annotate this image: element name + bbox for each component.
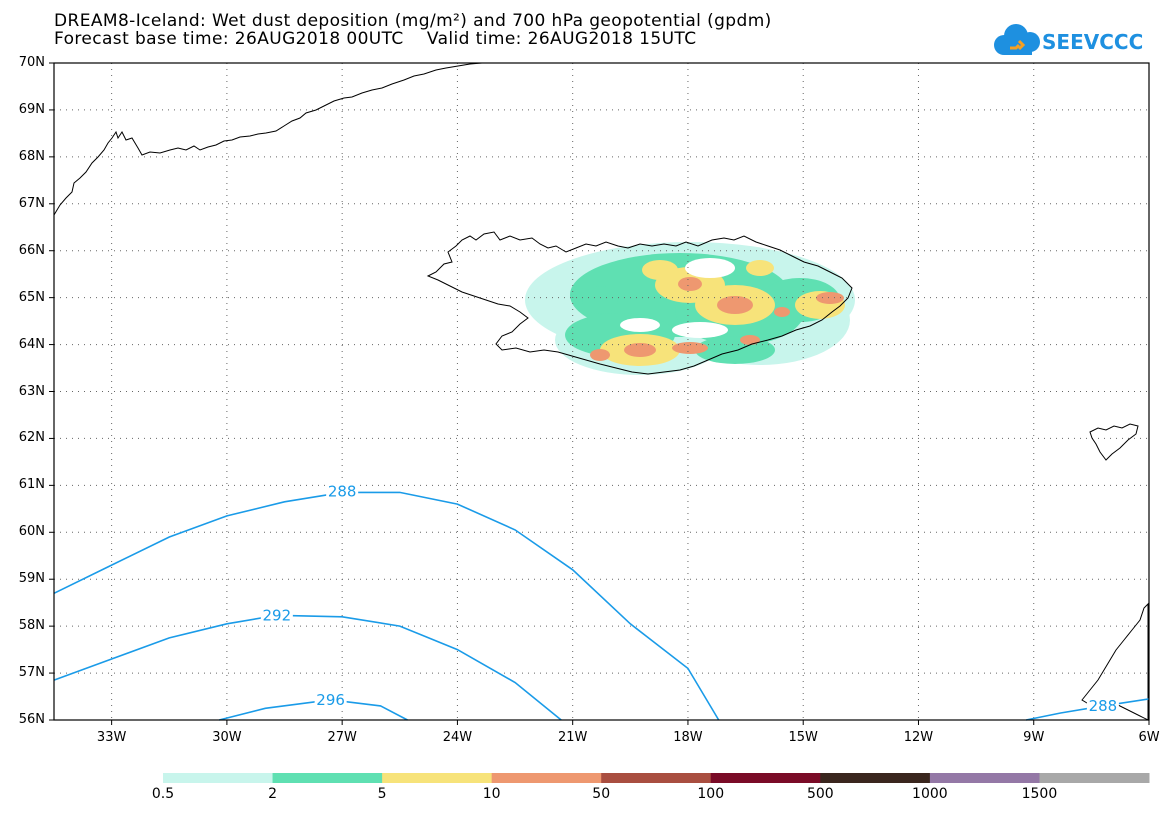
dust-deposition-area bbox=[678, 277, 702, 291]
lat-label: 57N bbox=[18, 665, 45, 681]
contour-label: 288 bbox=[1089, 697, 1118, 715]
lon-label: 30W bbox=[212, 730, 242, 745]
contour-label-bg bbox=[326, 482, 359, 500]
lat-label: 63N bbox=[18, 383, 45, 399]
lat-label: 69N bbox=[18, 101, 45, 117]
lat-label: 56N bbox=[18, 712, 45, 727]
lat-label: 66N bbox=[18, 242, 45, 258]
lat-label: 68N bbox=[18, 148, 45, 164]
color-legend-bar bbox=[163, 773, 1150, 783]
legend-label: 100 bbox=[697, 786, 725, 802]
map-title: DREAM8-Iceland: Wet dust deposition (mg/… bbox=[54, 11, 772, 31]
legend-swatch bbox=[1039, 773, 1150, 783]
lat-label: 64N bbox=[18, 336, 45, 352]
legend-label: 5 bbox=[377, 786, 387, 802]
contour-labels: 288 292 296 288 bbox=[260, 482, 1119, 715]
legend-swatch bbox=[710, 773, 821, 783]
lon-label: 18W bbox=[673, 730, 703, 745]
lon-label: 15W bbox=[788, 730, 818, 745]
dust-deposition-area bbox=[624, 343, 656, 357]
dust-deposition-area bbox=[816, 292, 844, 304]
legend-label: 500 bbox=[806, 786, 834, 802]
lon-label: 21W bbox=[557, 730, 588, 745]
legend-label: 50 bbox=[592, 786, 611, 802]
contour-label-bg bbox=[260, 606, 293, 624]
legend-label: 10 bbox=[482, 786, 501, 802]
lon-label: 33W bbox=[96, 730, 127, 745]
coastlines bbox=[53, 62, 1149, 721]
legend-label: 2 bbox=[268, 786, 277, 802]
contour-label: 296 bbox=[316, 691, 345, 709]
dust-deposition-area bbox=[642, 260, 678, 280]
dust-deposition-area bbox=[717, 296, 753, 314]
dust-deposition-area bbox=[672, 342, 708, 354]
lat-label: 60N bbox=[18, 524, 45, 540]
lat-label: 67N bbox=[18, 195, 45, 211]
legend-swatch bbox=[272, 773, 383, 783]
dust-gap bbox=[685, 258, 735, 278]
lat-label: 61N bbox=[18, 477, 45, 493]
dust-deposition-area bbox=[582, 286, 618, 314]
legend-label: 0.5 bbox=[151, 786, 175, 802]
graticule bbox=[54, 63, 1149, 720]
legend-label: 1500 bbox=[1021, 786, 1058, 802]
legend-label: 1000 bbox=[912, 786, 948, 802]
logo-text: SEEVCCC bbox=[1042, 30, 1143, 54]
dust-deposition-area bbox=[695, 336, 775, 364]
geopotential-contour bbox=[53, 491, 720, 721]
contour-label: 288 bbox=[328, 482, 357, 500]
dust-gap bbox=[620, 318, 660, 332]
legend-swatch bbox=[601, 773, 712, 783]
dust-gap bbox=[672, 322, 728, 338]
axis-ticks bbox=[49, 62, 1150, 725]
lat-label: 59N bbox=[18, 571, 45, 587]
lon-label: 6W bbox=[1138, 730, 1160, 745]
legend-swatch bbox=[491, 773, 602, 783]
lat-label: 70N bbox=[18, 55, 45, 70]
legend-swatch bbox=[820, 773, 931, 783]
geopotential-contour bbox=[53, 614, 562, 721]
contour-label: 292 bbox=[263, 606, 292, 624]
legend-swatch bbox=[163, 773, 274, 783]
legend-swatch bbox=[929, 773, 1040, 783]
lon-label: 27W bbox=[327, 730, 357, 745]
geopotential-contour bbox=[1025, 698, 1150, 721]
cloud-icon bbox=[994, 24, 1040, 55]
contour-label-bg bbox=[1086, 696, 1119, 714]
lon-label: 12W bbox=[903, 730, 934, 745]
lon-label: 24W bbox=[442, 730, 473, 745]
forecast-times: Forecast base time: 26AUG2018 00UTC Vali… bbox=[54, 29, 697, 49]
legend-swatch bbox=[382, 773, 493, 783]
lat-label: 62N bbox=[18, 430, 45, 446]
contour-label-bg bbox=[314, 690, 347, 708]
dust-deposition-area bbox=[590, 349, 610, 361]
lat-label: 65N bbox=[18, 289, 45, 305]
dust-deposition-area bbox=[774, 307, 790, 317]
dust-deposition-area bbox=[740, 335, 760, 345]
lon-label: 9W bbox=[1023, 730, 1045, 745]
seevccc-logo: SEEVCCC bbox=[994, 24, 1143, 55]
lat-label: 58N bbox=[18, 618, 45, 634]
dust-deposition-area bbox=[746, 260, 774, 276]
